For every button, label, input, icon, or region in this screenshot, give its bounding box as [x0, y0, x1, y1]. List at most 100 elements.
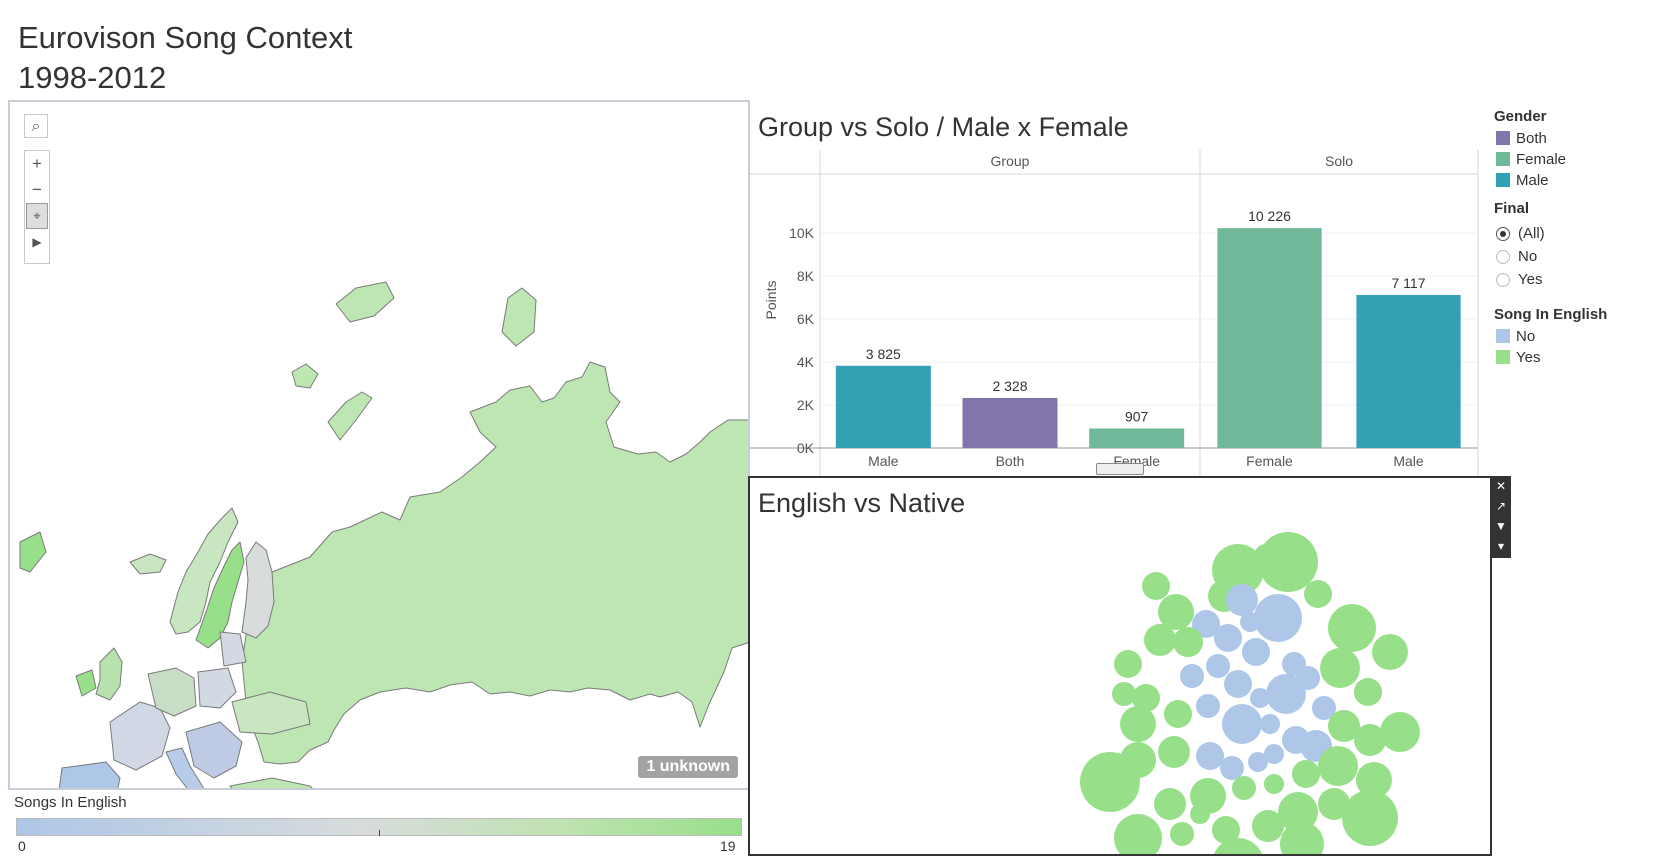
- english-legend-no[interactable]: No: [1496, 328, 1535, 345]
- map-region-baltics[interactable]: [219, 631, 247, 667]
- bubble-english-yes[interactable]: [1342, 790, 1398, 846]
- bubble-english-no[interactable]: [1180, 664, 1204, 688]
- map-region-norway[interactable]: [169, 507, 239, 635]
- bubble-english-yes[interactable]: [1120, 706, 1156, 742]
- pan-select-icon[interactable]: ⌖: [26, 203, 48, 229]
- filter-icon[interactable]: ▼: [1495, 519, 1507, 533]
- bubble-english-no[interactable]: [1206, 654, 1230, 678]
- bubble-english-no[interactable]: [1224, 670, 1252, 698]
- map-region-greenland-edge[interactable]: [501, 287, 537, 347]
- final-option-all[interactable]: (All): [1496, 225, 1545, 242]
- bubble-english-yes[interactable]: [1132, 684, 1160, 712]
- map-region-france[interactable]: [109, 701, 171, 771]
- map-region-svalbard[interactable]: [291, 363, 319, 389]
- bubble-english-yes[interactable]: [1320, 648, 1360, 688]
- bubble-english-yes[interactable]: [1372, 634, 1408, 670]
- bubble-english-yes[interactable]: [1212, 838, 1264, 856]
- bubble-chart[interactable]: [750, 478, 1492, 856]
- bar-solo-female[interactable]: [1217, 228, 1322, 448]
- bubble-english-yes[interactable]: [1190, 804, 1210, 824]
- bubble-english-yes[interactable]: [1328, 710, 1360, 742]
- bubble-english-yes[interactable]: [1170, 822, 1194, 846]
- map-region-germany[interactable]: [147, 667, 197, 717]
- bubble-english-no[interactable]: [1196, 742, 1224, 770]
- gender-legend-both[interactable]: Both: [1496, 130, 1547, 147]
- bubble-english-yes[interactable]: [1114, 650, 1142, 678]
- bar-group-both[interactable]: [962, 397, 1058, 448]
- map-region-uk[interactable]: [95, 647, 123, 701]
- map-region-finland[interactable]: [241, 541, 275, 639]
- map-region-ukraine[interactable]: [231, 691, 311, 735]
- bubble-english-yes[interactable]: [1158, 594, 1194, 630]
- bubble-english-yes[interactable]: [1254, 544, 1278, 568]
- bubble-english-yes[interactable]: [1280, 822, 1324, 856]
- bubble-english-yes[interactable]: [1318, 788, 1350, 820]
- map-region-russia[interactable]: [241, 361, 750, 765]
- bubble-english-yes[interactable]: [1232, 776, 1256, 800]
- final-option-yes[interactable]: Yes: [1496, 271, 1542, 288]
- map-search-icon[interactable]: ⌕: [24, 114, 48, 138]
- map-region-iceland[interactable]: [129, 553, 167, 575]
- zoom-out-button[interactable]: −: [32, 180, 42, 199]
- bubble-english-no[interactable]: [1254, 594, 1302, 642]
- bubble-english-yes[interactable]: [1144, 624, 1176, 656]
- map-panel[interactable]: ⌕ + − ⌖ ▶ 1 unknown: [8, 100, 750, 790]
- bubble-english-no[interactable]: [1214, 624, 1242, 652]
- map-region-greenland[interactable]: [19, 531, 47, 573]
- bubble-english-yes[interactable]: [1278, 792, 1318, 832]
- bubble-english-yes[interactable]: [1318, 746, 1358, 786]
- expand-toolbar-icon[interactable]: ▶: [32, 235, 42, 249]
- bubble-english-no[interactable]: [1240, 612, 1260, 632]
- bar-group-female[interactable]: [1089, 428, 1185, 448]
- bubble-english-yes[interactable]: [1264, 774, 1284, 794]
- bubble-english-yes[interactable]: [1112, 682, 1136, 706]
- map-region-arctic-islands[interactable]: [335, 281, 395, 323]
- final-option-no[interactable]: No: [1496, 248, 1537, 265]
- unknown-locations-badge[interactable]: 1 unknown: [638, 756, 738, 778]
- bubble-english-no[interactable]: [1264, 744, 1284, 764]
- bubble-english-no[interactable]: [1220, 756, 1244, 780]
- bubble-english-yes[interactable]: [1173, 627, 1203, 657]
- bubble-english-yes[interactable]: [1354, 678, 1382, 706]
- bubble-english-yes[interactable]: [1158, 736, 1190, 768]
- bubble-english-no[interactable]: [1248, 752, 1268, 772]
- map-region-novaya-zemlya[interactable]: [327, 391, 373, 441]
- bubble-english-no[interactable]: [1312, 696, 1336, 720]
- close-icon[interactable]: ✕: [1495, 479, 1507, 493]
- bubble-english-yes[interactable]: [1154, 788, 1186, 820]
- bubble-english-yes[interactable]: [1356, 762, 1392, 798]
- radio-icon[interactable]: [1496, 250, 1510, 264]
- bubble-english-yes[interactable]: [1114, 814, 1162, 856]
- bar-group-male[interactable]: [835, 365, 931, 448]
- bubble-english-yes[interactable]: [1328, 604, 1376, 652]
- bubble-english-yes[interactable]: [1304, 580, 1332, 608]
- bubble-english-no[interactable]: [1266, 674, 1306, 714]
- bubble-english-no[interactable]: [1196, 694, 1220, 718]
- bubble-english-yes[interactable]: [1142, 572, 1170, 600]
- map-region-turkey[interactable]: [229, 777, 326, 790]
- bubble-english-yes[interactable]: [1380, 712, 1420, 752]
- bubble-english-no[interactable]: [1222, 704, 1262, 744]
- map-region-poland[interactable]: [197, 667, 237, 709]
- bar-solo-male[interactable]: [1356, 294, 1461, 448]
- europe-map[interactable]: [10, 102, 750, 790]
- bubble-english-no[interactable]: [1192, 610, 1220, 638]
- bubble-english-no[interactable]: [1226, 584, 1258, 616]
- map-region-iberia[interactable]: [58, 761, 121, 790]
- english-legend-yes[interactable]: Yes: [1496, 349, 1540, 366]
- radio-icon[interactable]: [1496, 273, 1510, 287]
- map-region-sweden[interactable]: [195, 541, 245, 649]
- panel-resize-handle[interactable]: [1096, 463, 1144, 475]
- more-options-icon[interactable]: ▾: [1497, 539, 1505, 553]
- bubble-english-yes[interactable]: [1354, 724, 1386, 756]
- radio-selected-icon[interactable]: [1496, 227, 1510, 241]
- gender-legend-male[interactable]: Male: [1496, 172, 1549, 189]
- bubble-english-yes[interactable]: [1080, 752, 1140, 812]
- bubble-english-no[interactable]: [1296, 666, 1320, 690]
- bubble-english-yes[interactable]: [1212, 816, 1240, 844]
- map-region-ireland[interactable]: [75, 669, 97, 697]
- gender-legend-female[interactable]: Female: [1496, 151, 1566, 168]
- bubble-english-no[interactable]: [1260, 714, 1280, 734]
- bubble-chart-panel[interactable]: English vs Native: [748, 476, 1492, 856]
- popout-icon[interactable]: ↗: [1495, 499, 1507, 513]
